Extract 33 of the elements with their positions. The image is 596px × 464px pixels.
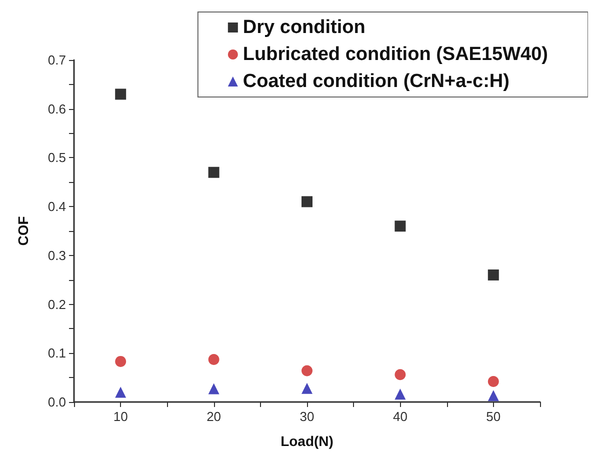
y-tick-label: 0.6 [48, 101, 66, 116]
point [488, 269, 499, 280]
point [115, 356, 126, 367]
point [394, 369, 406, 380]
y-tick-label: 0.0 [48, 394, 66, 410]
point [394, 220, 406, 232]
point [302, 382, 312, 394]
point [115, 88, 126, 100]
x-tick-label: 20 [206, 409, 222, 424]
legend-label: Coated condition (CrN+a-c:H) [242, 71, 510, 92]
x-tick-label: 50 [486, 409, 501, 424]
legend-label: Lubricated condition (SAE15W40) [242, 44, 548, 65]
point [302, 196, 312, 208]
y-tick-label: 0.1 [48, 346, 66, 361]
point [208, 383, 220, 394]
x-tick-label: 30 [300, 409, 314, 424]
x-tick-label: 10 [113, 409, 128, 424]
legend-label: Dry condition [242, 17, 366, 38]
x-axis-title: Load(N) [280, 433, 334, 449]
y-tick-label: 0.3 [48, 248, 66, 263]
point [394, 388, 406, 400]
point [488, 390, 499, 402]
point [208, 354, 220, 365]
point [115, 386, 126, 398]
y-tick-label: 0.4 [48, 199, 66, 214]
point [208, 166, 220, 178]
point [302, 365, 312, 376]
x-tick-label: 40 [392, 409, 408, 424]
y-tick-label: 0.2 [48, 296, 66, 312]
y-tick-label: 0.7 [48, 52, 66, 68]
y-axis-title: COF [15, 216, 31, 246]
y-tick-label: 0.5 [48, 150, 66, 166]
point [488, 376, 499, 387]
